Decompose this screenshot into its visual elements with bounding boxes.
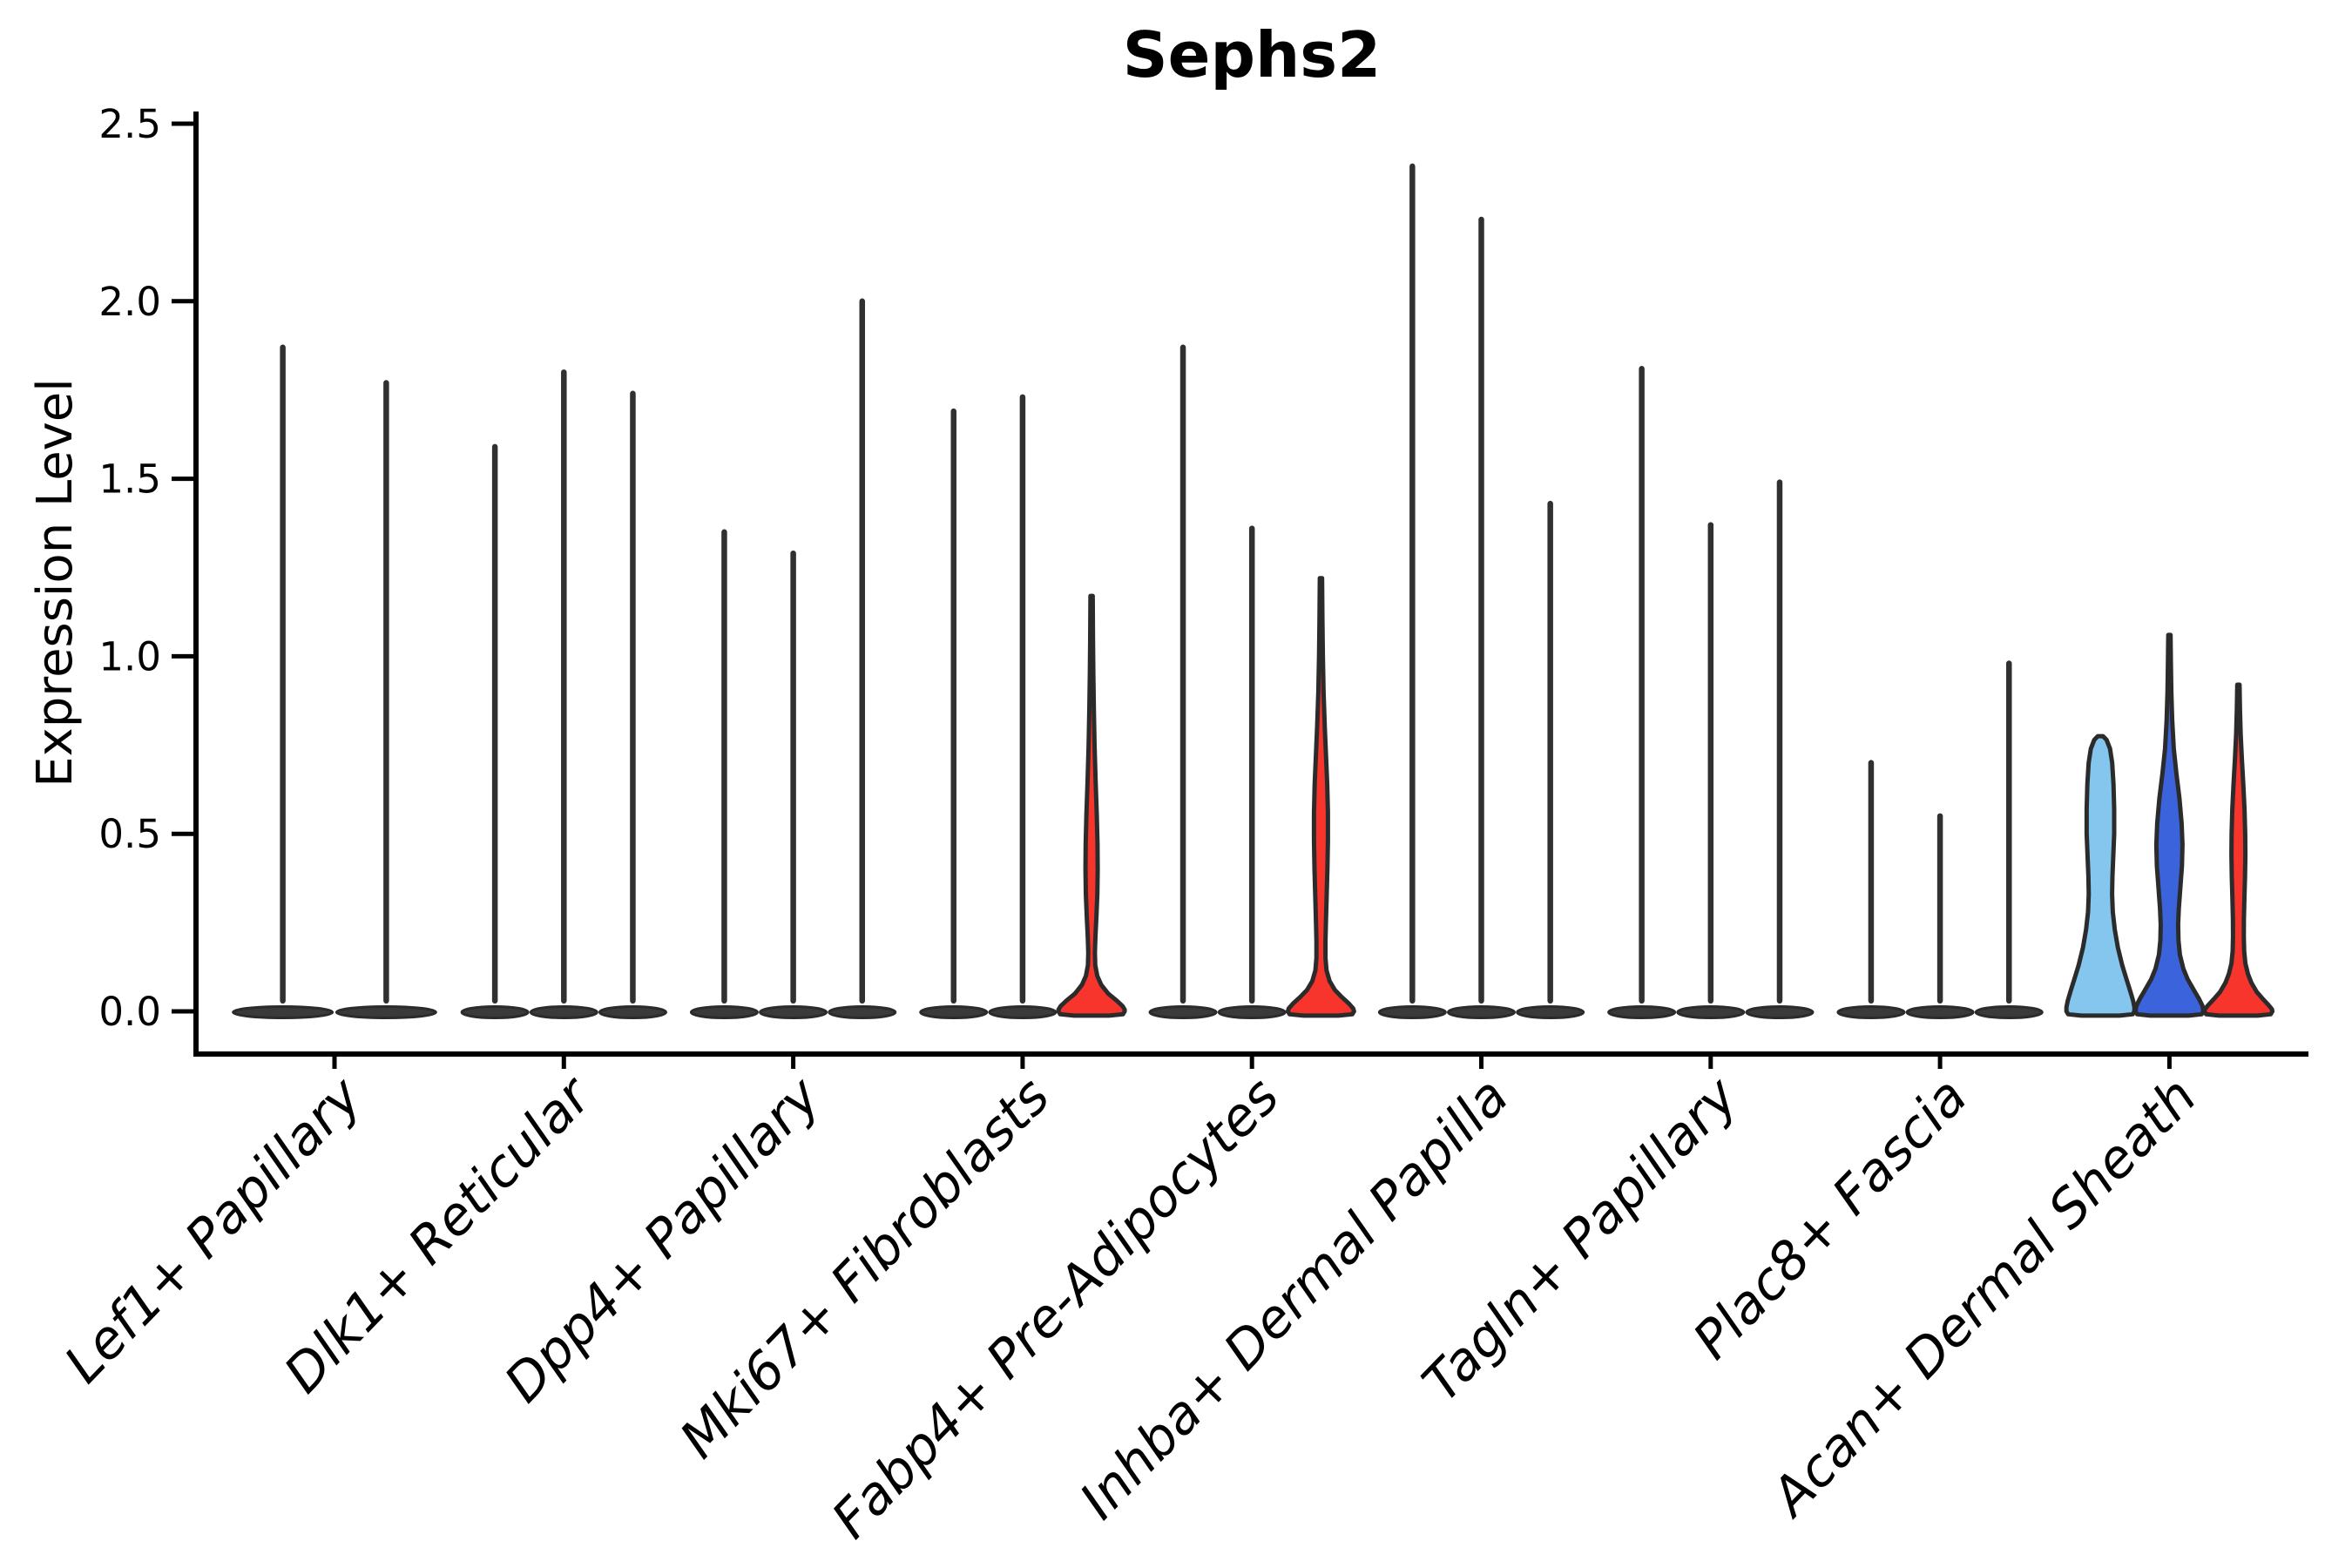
violin-9-2 [2132,632,2206,1018]
violin-9-3 [2202,682,2275,1018]
violin-base-8-1 [1836,1005,1906,1019]
y-tick-label: 0.5 [98,811,161,857]
violin-base-6-2 [1447,1005,1516,1019]
y-tick-label: 0.0 [98,989,161,1035]
violin-base-2-3 [598,1005,667,1019]
violin-base-3-1 [689,1005,759,1019]
violin-base-4-1 [919,1005,989,1019]
chart-title: Sephs2 [1123,18,1381,91]
violin-base-6-3 [1516,1005,1585,1019]
x-tick-label: Fabp4+ Pre-Adipocytes [821,1066,1291,1551]
violin-base-7-2 [1676,1005,1746,1019]
x-tick-label: Acan+ Dermal Sheath [1758,1066,2208,1530]
violin-base-8-2 [1905,1005,1975,1019]
violin-base-3-3 [828,1005,897,1019]
x-tick-label: Inhba+ Dermal Papilla [1068,1066,1520,1531]
violin-base-7-3 [1745,1005,1815,1019]
violin-base-2-1 [460,1005,530,1019]
y-tick-label: 2.0 [98,279,161,325]
violin-base-7-1 [1607,1005,1677,1019]
violin-base-4-2 [988,1005,1058,1019]
x-tick-label: Mki67+ Fibroblasts [668,1066,1061,1470]
violin-base-6-1 [1377,1005,1447,1019]
violin-base-5-1 [1148,1005,1218,1019]
violin-base-5-2 [1217,1005,1287,1019]
y-tick-label: 1.0 [98,633,161,679]
violin-base-3-2 [759,1005,828,1019]
violin-9-1 [2064,733,2137,1018]
violin-5-3 [1285,576,1356,1018]
violin-base-2-2 [529,1005,598,1019]
y-tick-label: 2.5 [98,101,161,147]
violin-base-8-3 [1974,1005,2044,1019]
y-tick-label: 1.5 [98,456,161,503]
violin-4-3 [1056,593,1127,1018]
violin-base-1-2 [335,1005,437,1019]
y-axis-label: Expression Level [27,378,84,787]
violin-base-1-1 [232,1005,335,1019]
